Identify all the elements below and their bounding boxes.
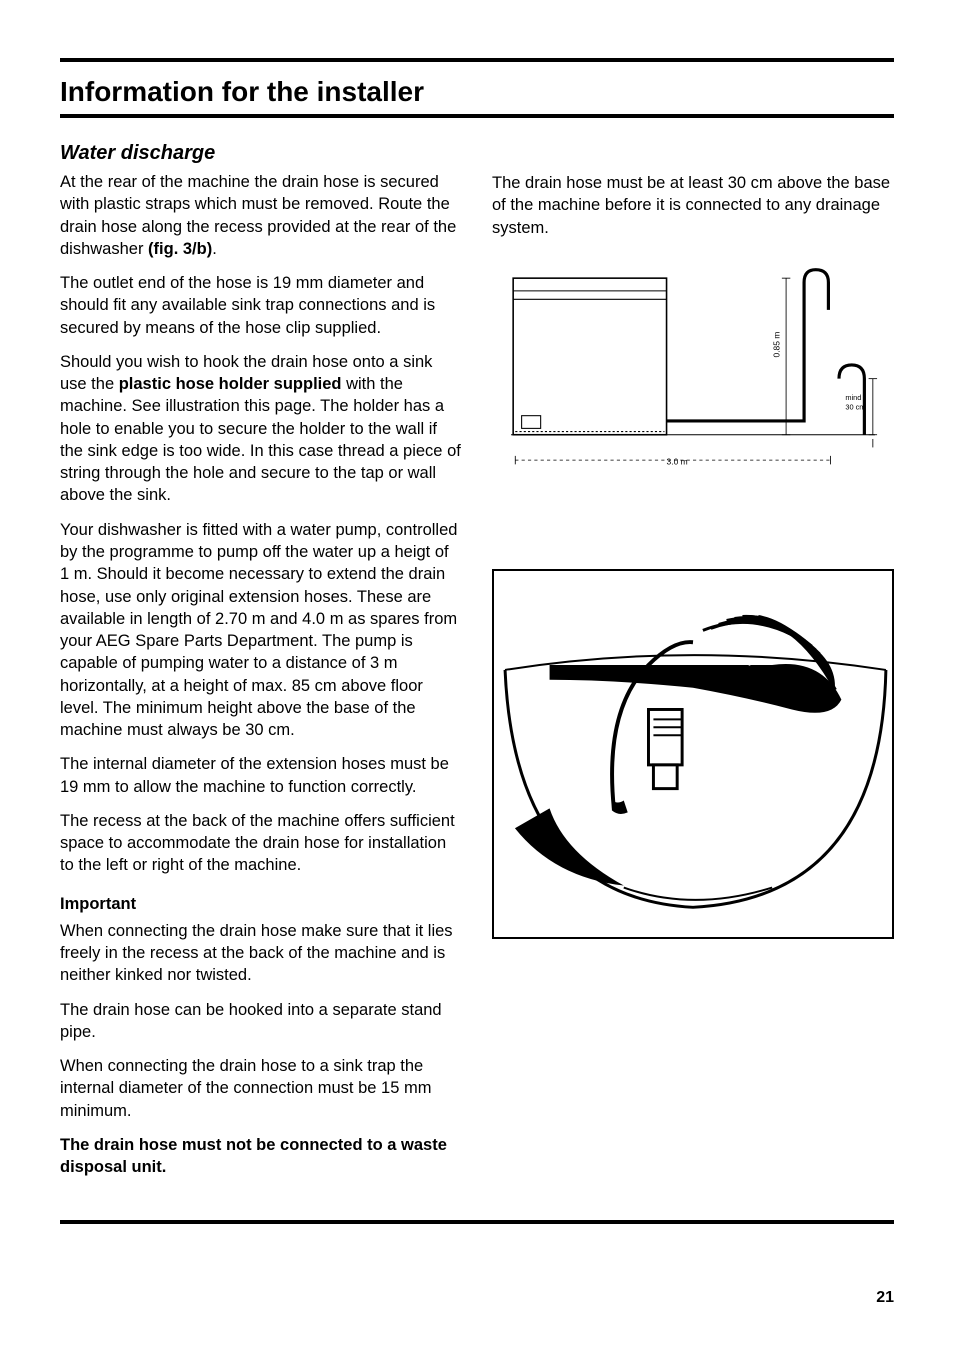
para-1-text-a: At the rear of the machine the drain hos…	[60, 173, 456, 258]
label-085m: 0.85 m	[772, 331, 782, 357]
para-2: The outlet end of the hose is 19 mm diam…	[60, 272, 462, 339]
important-heading: Important	[60, 895, 462, 914]
para-7: When connecting the drain hose make sure…	[60, 920, 462, 987]
para-6: The recess at the back of the machine of…	[60, 810, 462, 877]
para-1-text-c: .	[212, 240, 217, 258]
para-1: At the rear of the machine the drain hos…	[60, 171, 462, 260]
diagram-hose-schematic: 0.85 m mind 30 cm	[492, 257, 894, 479]
title-rule	[60, 114, 894, 118]
top-rule	[60, 58, 894, 62]
content-columns: Water discharge At the rear of the machi…	[60, 142, 894, 1190]
right-column: The drain hose must be at least 30 cm ab…	[492, 142, 894, 1190]
para-9: When connecting the drain hose to a sink…	[60, 1055, 462, 1122]
para-3: Should you wish to hook the drain hose o…	[60, 351, 462, 507]
para-4: Your dishwasher is fitted with a water p…	[60, 519, 462, 742]
schematic-svg: 0.85 m mind 30 cm	[492, 257, 894, 479]
para-3-text-c: with the machine. See illustration this …	[60, 375, 461, 504]
para-10: The drain hose must not be connected to …	[60, 1134, 462, 1179]
diagram-sink-illustration	[492, 569, 894, 939]
para-8: The drain hose can be hooked into a sepa…	[60, 999, 462, 1044]
para-3-text-b: plastic hose holder supplied	[119, 375, 342, 393]
para-1-text-b: (fig. 3/b)	[148, 240, 212, 258]
label-30m: 3.0 m	[667, 456, 688, 466]
page-title: Information for the installer	[60, 76, 894, 108]
label-30cm: 30 cm	[845, 402, 865, 411]
section-heading-water-discharge: Water discharge	[60, 142, 462, 165]
bottom-rule	[60, 1220, 894, 1224]
right-para-1: The drain hose must be at least 30 cm ab…	[492, 172, 894, 239]
sink-svg	[494, 571, 892, 937]
para-5: The internal diameter of the extension h…	[60, 753, 462, 798]
left-column: Water discharge At the rear of the machi…	[60, 142, 462, 1190]
page-number: 21	[876, 1289, 894, 1307]
label-mind: mind	[845, 393, 861, 402]
